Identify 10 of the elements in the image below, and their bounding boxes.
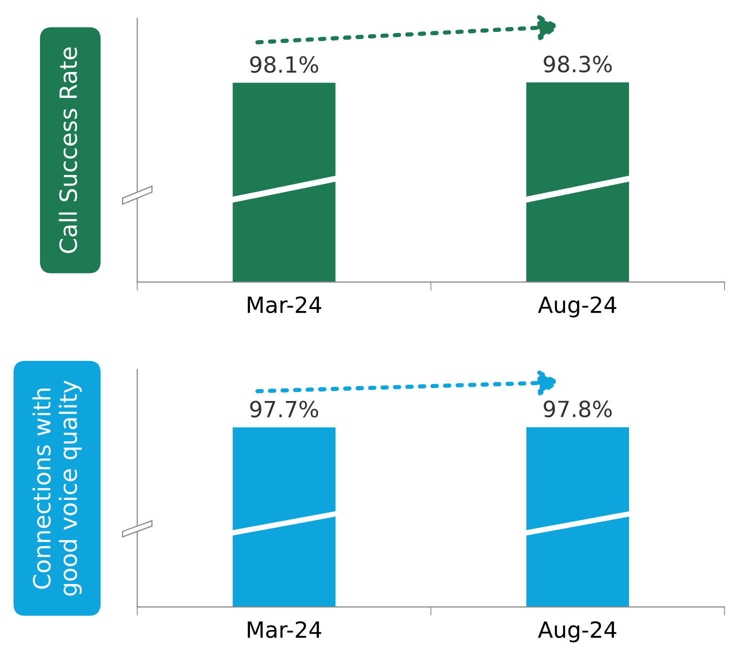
data-label: 97.8% <box>544 400 612 418</box>
data-label: 98.3% <box>544 56 612 72</box>
x-tick-label: Aug-24 <box>538 621 616 642</box>
x-tick-label: Mar-24 <box>248 296 322 314</box>
y-axis-title: Connections with good voice quality <box>32 380 82 596</box>
data-label: 97.7% <box>250 400 318 418</box>
y-axis-title: Call Success Rate <box>58 47 78 254</box>
data-label: 98.1% <box>250 56 318 73</box>
x-tick-label: Mar-24 <box>248 621 322 638</box>
x-tick-label: Aug-24 <box>538 296 616 318</box>
